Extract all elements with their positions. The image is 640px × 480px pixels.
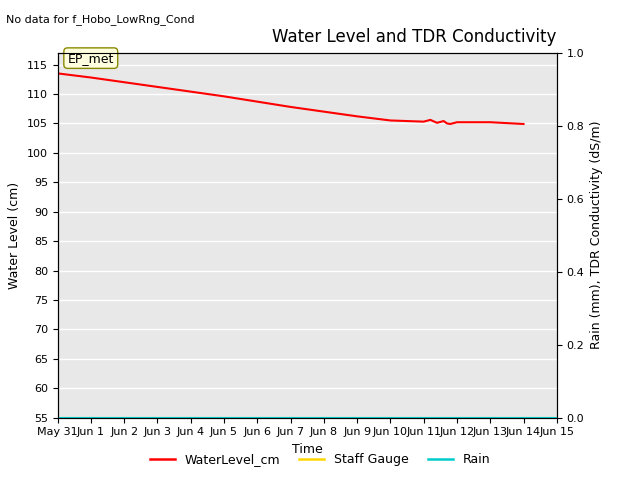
Text: No data for f_Hobo_LowRng_Cond: No data for f_Hobo_LowRng_Cond xyxy=(6,14,195,25)
Legend: WaterLevel_cm, Staff Gauge, Rain: WaterLevel_cm, Staff Gauge, Rain xyxy=(145,448,495,471)
Y-axis label: Water Level (cm): Water Level (cm) xyxy=(8,181,21,289)
Y-axis label: Rain (mm), TDR Conductivity (dS/m): Rain (mm), TDR Conductivity (dS/m) xyxy=(590,121,603,349)
Text: EP_met: EP_met xyxy=(68,52,114,65)
X-axis label: Time: Time xyxy=(292,443,323,456)
Text: Water Level and TDR Conductivity: Water Level and TDR Conductivity xyxy=(273,28,557,46)
